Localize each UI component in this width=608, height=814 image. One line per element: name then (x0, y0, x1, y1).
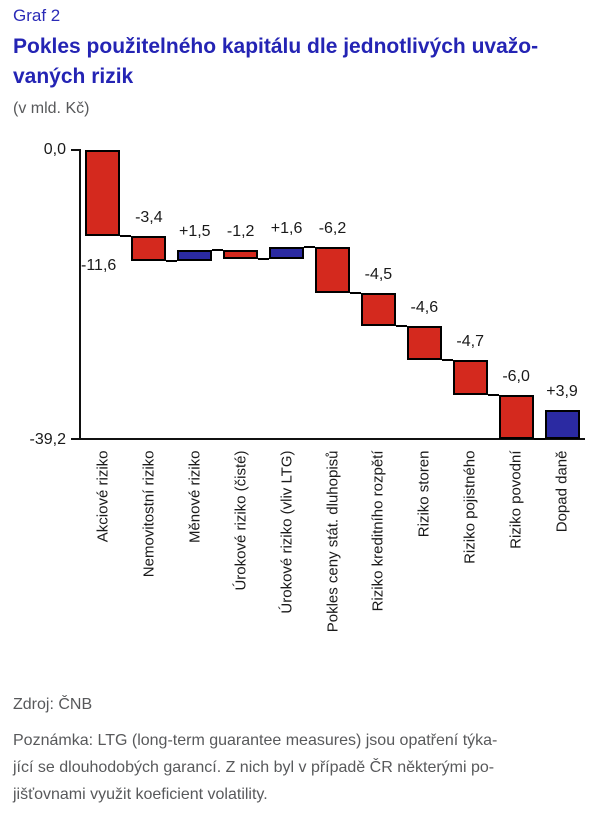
note-line2: jící se dlouhodobých garancí. Z nich byl… (13, 759, 495, 776)
x-axis-label-10: Dopad daně (553, 450, 571, 532)
waterfall-bar-2 (177, 249, 213, 261)
bar-value-label-5: -6,2 (318, 219, 347, 237)
x-axis-label-2: Měnové riziko (186, 450, 204, 543)
chart-unit-label: (v mld. Kč) (13, 100, 90, 117)
x-axis-label-7: Riziko storen (415, 450, 433, 537)
x-axis-label-0: Akciové riziko (94, 450, 112, 542)
chart-title-line2: vaných rizik (13, 65, 134, 88)
y-axis-top-tick (71, 149, 81, 151)
bar-value-label-1: -3,4 (135, 208, 163, 226)
connector-line (258, 257, 270, 260)
y-axis-tick-label-bottom: -39,2 (29, 431, 66, 448)
connector-line (212, 248, 224, 251)
x-axis-label-3: Úrokové riziko (čisté) (232, 450, 250, 591)
waterfall-bar-10 (544, 410, 580, 440)
waterfall-bar-7 (406, 326, 442, 361)
connector-line (395, 325, 407, 328)
waterfall-bar-5 (315, 246, 350, 293)
connector-line (120, 234, 132, 237)
bar-value-label-8: -4,7 (456, 333, 484, 351)
x-axis-label-5: Pokles ceny stát. dluhopisů (324, 450, 341, 632)
waterfall-bar-6 (360, 292, 396, 327)
note-text: Poznámka: LTG (long-term guarantee measu… (13, 727, 605, 808)
y-axis-tick-label-top: 0,0 (43, 141, 66, 158)
waterfall-bar-8 (452, 360, 488, 395)
chart-title: Pokles použitelného kapitálu dle jednotl… (13, 32, 605, 92)
x-axis-label-4: Úrokové riziko (vliv LTG) (278, 450, 296, 614)
waterfall-bar-3 (223, 249, 259, 259)
connector-line (441, 359, 453, 362)
bar-value-label-10: +3,9 (546, 383, 578, 401)
bar-value-label-9: -6,0 (502, 367, 530, 385)
x-axis-label-1: Nemovitostní riziko (140, 450, 158, 577)
x-axis-label-9: Riziko povodní (507, 450, 525, 549)
chart-title-line1: Pokles použitelného kapitálu dle jednotl… (13, 35, 539, 58)
y-axis-line (79, 150, 81, 440)
note-line3: jišťovnami využit koeficient volatility. (13, 786, 268, 803)
connector-line (533, 438, 545, 441)
connector-line (304, 245, 315, 248)
waterfall-bar-4 (269, 246, 305, 259)
note-line1: Poznámka: LTG (long-term guarantee measu… (13, 732, 498, 749)
connector-line (350, 291, 361, 294)
x-axis-label-6: Riziko kreditního rozpětí (369, 450, 387, 611)
waterfall-bar-1 (131, 235, 167, 261)
connector-line (487, 393, 499, 396)
x-axis-line (71, 438, 585, 440)
chart-number-label: Graf 2 (13, 6, 61, 25)
bar-value-label-3: -1,2 (226, 222, 255, 240)
waterfall-bar-0 (85, 150, 121, 236)
bar-value-label-2: +1,5 (178, 222, 211, 240)
bar-value-label-0: -11,6 (81, 256, 117, 274)
connector-line (166, 259, 178, 262)
source-label: Zdroj: ČNB (13, 696, 93, 713)
bar-value-label-7: -4,6 (410, 299, 439, 317)
bar-value-label-6: -4,5 (364, 265, 393, 283)
bar-value-label-4: +1,6 (270, 219, 303, 237)
x-axis-label-8: Riziko pojistného (461, 450, 479, 564)
waterfall-bar-9 (498, 394, 534, 440)
